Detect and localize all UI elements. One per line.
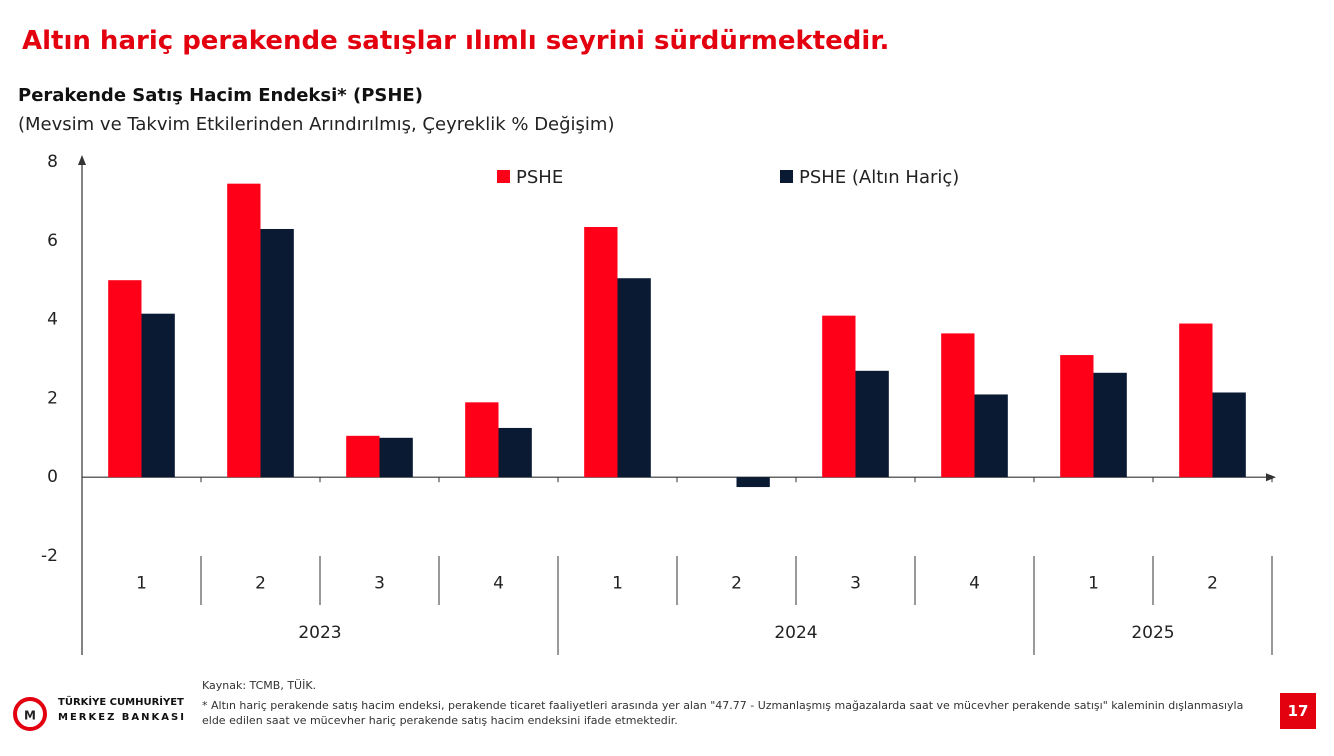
x-tick-label: 1 [612, 574, 623, 594]
bar [617, 278, 651, 478]
page-number: 17 [1280, 693, 1316, 729]
logo-mark: M [13, 697, 47, 731]
y-tick-label: 4 [47, 310, 58, 330]
bar [822, 315, 856, 478]
bar [584, 227, 618, 478]
x-group-label: 2024 [774, 623, 817, 643]
bar [1212, 392, 1246, 478]
bar [941, 333, 975, 478]
y-tick-label: -2 [41, 546, 58, 566]
source: Kaynak: TCMB, TÜİK. [202, 679, 317, 692]
footnote: * Altın hariç perakende satış hacim ende… [202, 699, 1244, 727]
bar [1179, 323, 1213, 478]
x-group-label: 2023 [298, 623, 341, 643]
bar [1093, 372, 1127, 478]
bar [736, 477, 770, 488]
bar [260, 228, 294, 478]
x-tick-label: 1 [136, 574, 147, 594]
x-tick-label: 4 [493, 574, 504, 594]
chart: -2 0 2 4 6 8 1 2 3 4 1 2 3 4 1 2 2023 2024 2025 PSHE PSHE (A… [41, 152, 1276, 655]
y-tick-label: 2 [47, 388, 58, 408]
y-tick-label: 6 [47, 231, 58, 251]
svg-text:M: M [24, 709, 36, 723]
y-axis-arrow [78, 155, 86, 165]
y-tick-label: 8 [47, 152, 58, 172]
y-tick-label: 0 [47, 467, 58, 487]
bar [379, 437, 413, 478]
legend-label: PSHE (Altın Hariç) [799, 167, 959, 188]
bar [974, 394, 1008, 478]
bar [465, 402, 499, 478]
bar [855, 370, 889, 478]
bar [227, 183, 261, 478]
x-tick-label: 3 [850, 574, 861, 594]
x-tick-label: 3 [374, 574, 385, 594]
bar [141, 313, 175, 478]
x-axis-arrow [1266, 473, 1276, 482]
x-tick-label: 2 [731, 574, 742, 594]
bar [498, 427, 532, 478]
legend-label: PSHE [516, 167, 563, 188]
chart-title: Perakende Satış Hacim Endeksi* (PSHE) [18, 85, 423, 106]
x-tick-label: 2 [1207, 574, 1218, 594]
bar [346, 435, 380, 478]
x-group-label: 2025 [1131, 623, 1174, 643]
x-tick-label: 2 [255, 574, 266, 594]
legend-swatch [497, 170, 510, 183]
legend-swatch [780, 170, 793, 183]
x-tick-label: 1 [1088, 574, 1099, 594]
slide-title: Altın hariç perakende satışlar ılımlı se… [22, 26, 890, 56]
chart-subtitle: (Mevsim ve Takvim Etkilerinden Arındırıl… [18, 114, 615, 135]
x-tick-label: 4 [969, 574, 980, 594]
bar [1060, 355, 1094, 478]
logo-text: MERKEZ BANKASI [58, 712, 186, 723]
logo-text: TÜRKİYE CUMHURİYET [58, 697, 184, 708]
bar [108, 280, 142, 478]
